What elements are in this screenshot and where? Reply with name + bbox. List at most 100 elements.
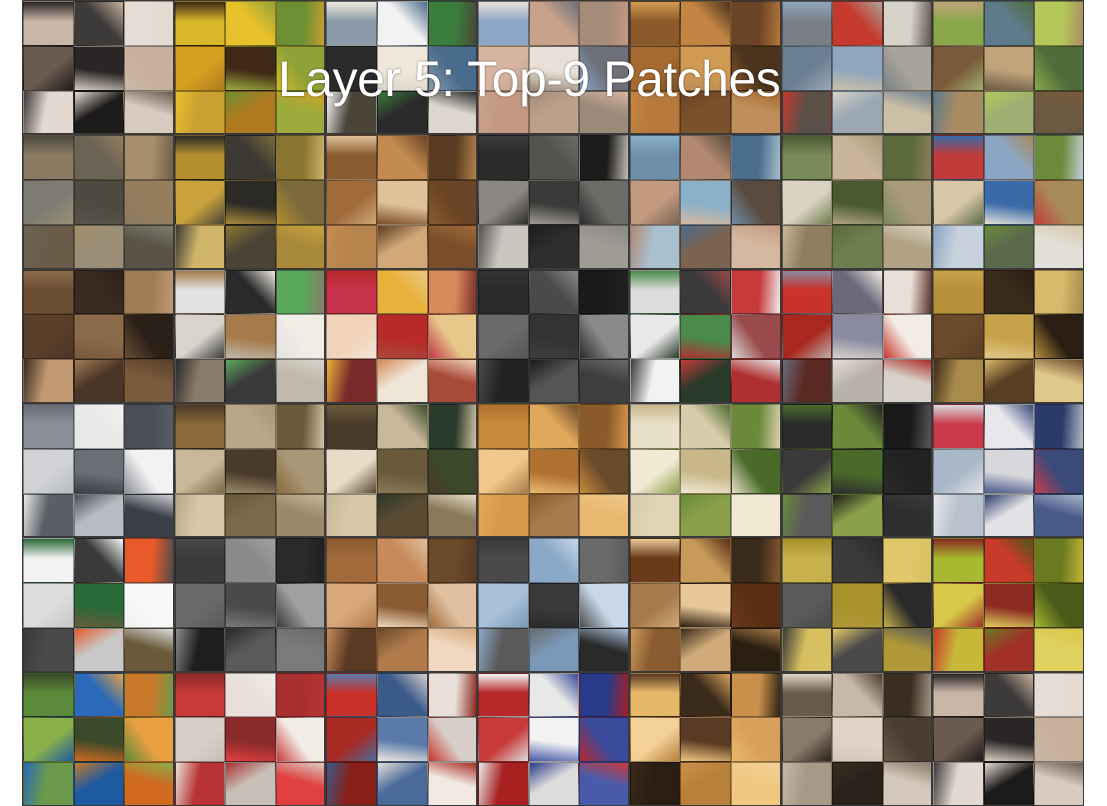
- image-patch: [376, 493, 428, 537]
- image-patch: [781, 404, 833, 449]
- image-patch: [579, 404, 628, 449]
- image-patch: [124, 583, 173, 628]
- image-patch: [730, 448, 780, 494]
- image-patch: [326, 135, 377, 181]
- image-patch: [427, 538, 477, 584]
- patch-group-instruments: [932, 268, 1084, 403]
- image-patch: [326, 224, 377, 268]
- image-patch: [376, 448, 428, 494]
- image-patch: [730, 45, 780, 91]
- image-patch: [882, 627, 932, 671]
- image-patch: [174, 224, 226, 268]
- image-patch: [882, 717, 932, 763]
- image-patch: [73, 672, 125, 718]
- image-patch: [1034, 672, 1083, 718]
- image-patch: [528, 627, 580, 671]
- image-patch: [124, 404, 173, 449]
- image-patch: [427, 180, 477, 225]
- image-patch: [326, 359, 377, 402]
- image-patch: [124, 224, 173, 268]
- image-patch: [174, 627, 226, 671]
- image-patch: [629, 269, 681, 315]
- patch-group-songbirds: [22, 671, 174, 806]
- image-patch: [680, 762, 731, 805]
- image-patch: [478, 538, 529, 584]
- image-patch: [376, 538, 428, 584]
- image-patch: [933, 538, 984, 584]
- image-patch: [225, 314, 276, 360]
- image-patch: [680, 45, 731, 91]
- image-patch: [174, 583, 226, 628]
- image-patch: [781, 269, 833, 315]
- image-patch: [275, 672, 325, 718]
- image-patch: [326, 493, 377, 537]
- image-patch: [629, 717, 681, 763]
- image-patch: [983, 90, 1035, 134]
- image-patch: [427, 762, 477, 805]
- image-patch: [832, 359, 883, 402]
- image-patch: [225, 45, 276, 91]
- image-patch: [174, 538, 226, 584]
- image-patch: [1034, 762, 1083, 805]
- image-patch: [478, 269, 529, 315]
- image-patch: [680, 359, 731, 402]
- image-patch: [983, 717, 1035, 763]
- patch-group-vehicles: [325, 671, 478, 806]
- image-patch: [882, 672, 932, 718]
- image-patch: [1034, 90, 1083, 134]
- image-patch: [1034, 538, 1083, 584]
- image-patch: [376, 359, 428, 402]
- image-patch: [427, 448, 477, 494]
- image-patch: [629, 538, 681, 584]
- patch-group-lamps-candles: [628, 671, 781, 806]
- image-patch: [174, 672, 226, 718]
- image-patch: [427, 359, 477, 402]
- image-patch: [579, 359, 628, 402]
- image-patch: [528, 717, 580, 763]
- image-patch: [528, 135, 580, 181]
- image-patch: [23, 583, 74, 628]
- image-patch: [882, 269, 932, 315]
- image-patch: [23, 448, 74, 494]
- image-patch: [629, 448, 681, 494]
- image-patch: [730, 404, 780, 449]
- image-patch: [730, 583, 780, 628]
- image-patch: [478, 1, 529, 46]
- image-patch: [528, 314, 580, 360]
- image-patch: [882, 1, 932, 46]
- image-patch: [326, 538, 377, 584]
- image-patch: [427, 1, 477, 46]
- image-patch: [1034, 404, 1083, 449]
- image-patch: [832, 269, 883, 315]
- image-patch: [882, 90, 932, 134]
- patch-group-tires-gears: [173, 537, 326, 672]
- image-patch: [275, 359, 325, 402]
- image-patch: [376, 627, 428, 671]
- image-patch: [579, 135, 628, 181]
- image-patch: [326, 717, 377, 763]
- image-patch: [781, 762, 833, 805]
- image-patch: [1034, 627, 1083, 671]
- image-patch: [629, 224, 681, 268]
- image-patch: [73, 493, 125, 537]
- patch-group-people-portraits: [477, 0, 629, 135]
- image-patch: [983, 583, 1035, 628]
- image-patch: [933, 269, 984, 315]
- image-patch: [933, 224, 984, 268]
- image-patch: [174, 135, 226, 181]
- image-patch: [882, 448, 932, 494]
- image-patch: [23, 493, 74, 537]
- image-patch: [275, 583, 325, 628]
- image-patch: [478, 404, 529, 449]
- image-patch: [730, 627, 780, 671]
- image-patch: [882, 762, 932, 805]
- image-patch: [174, 448, 226, 494]
- image-patch: [478, 583, 529, 628]
- image-patch: [73, 224, 125, 268]
- image-patch: [124, 45, 173, 91]
- image-patch: [781, 45, 833, 91]
- image-patch: [478, 717, 529, 763]
- image-patch: [528, 493, 580, 537]
- image-patch: [730, 180, 780, 225]
- image-patch: [225, 90, 276, 134]
